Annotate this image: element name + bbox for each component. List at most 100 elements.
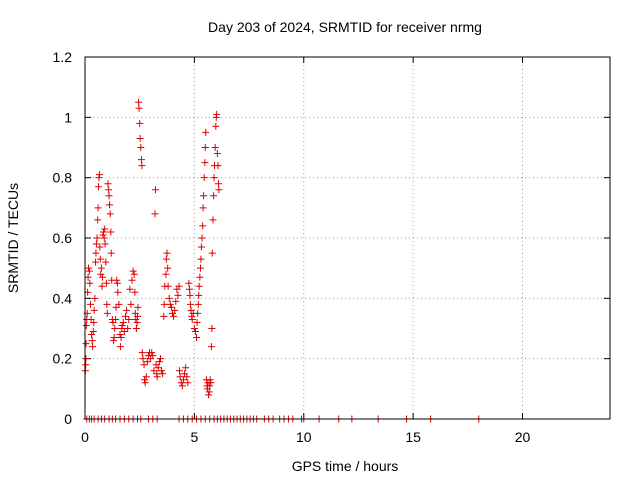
data-point bbox=[82, 361, 90, 369]
data-point bbox=[124, 325, 132, 332]
data-point bbox=[199, 204, 207, 212]
data-point bbox=[111, 325, 119, 332]
data-point bbox=[88, 331, 96, 339]
data-point bbox=[174, 291, 182, 299]
data-point bbox=[135, 104, 143, 112]
data-point bbox=[96, 243, 104, 251]
data-point bbox=[214, 162, 222, 170]
data-point bbox=[102, 279, 110, 287]
data-point bbox=[91, 294, 99, 302]
data-point bbox=[210, 192, 218, 200]
data-point bbox=[213, 110, 221, 118]
data-point bbox=[208, 249, 216, 257]
data-point bbox=[110, 334, 118, 342]
data-point bbox=[182, 364, 190, 372]
y-axis-label: SRMTID / TECUs bbox=[5, 183, 21, 293]
data-point bbox=[134, 312, 141, 320]
data-point bbox=[86, 300, 94, 308]
data-point bbox=[137, 144, 145, 151]
x-tick-label: 0 bbox=[81, 429, 89, 445]
data-point bbox=[176, 367, 183, 375]
data-point bbox=[107, 228, 115, 236]
y-tick-label: 1 bbox=[64, 109, 72, 125]
data-point bbox=[90, 306, 98, 314]
data-point bbox=[154, 364, 162, 372]
data-point bbox=[193, 334, 201, 342]
x-tick-label: 20 bbox=[515, 429, 531, 445]
data-point bbox=[208, 325, 216, 332]
data-point bbox=[185, 279, 193, 287]
data-points bbox=[81, 98, 483, 423]
data-point bbox=[131, 288, 139, 296]
data-point bbox=[186, 291, 194, 299]
data-point bbox=[139, 355, 147, 363]
data-point bbox=[100, 234, 108, 242]
data-point bbox=[105, 192, 113, 200]
data-point bbox=[215, 186, 223, 194]
data-point bbox=[98, 282, 106, 290]
data-point bbox=[119, 318, 127, 326]
data-point bbox=[148, 349, 156, 357]
x-tick-label: 15 bbox=[405, 429, 421, 445]
data-point bbox=[143, 358, 151, 366]
data-point bbox=[92, 249, 100, 257]
data-point bbox=[142, 373, 150, 381]
data-point bbox=[116, 343, 124, 351]
x-axis-label: GPS time / hours bbox=[292, 458, 399, 474]
data-point bbox=[191, 328, 199, 336]
data-point bbox=[95, 183, 103, 191]
axes: 0 5 10 15 20 0 0.2 0.4 0.6 0.8 1 1.2 bbox=[53, 49, 610, 445]
data-point bbox=[200, 192, 208, 200]
data-point bbox=[166, 300, 174, 308]
data-point bbox=[175, 282, 183, 290]
data-point bbox=[132, 315, 140, 323]
data-point bbox=[184, 379, 192, 387]
data-point bbox=[133, 318, 141, 326]
data-point bbox=[163, 249, 171, 257]
data-point bbox=[93, 234, 101, 242]
data-point bbox=[212, 122, 220, 130]
data-point bbox=[178, 382, 186, 390]
data-point bbox=[207, 343, 215, 351]
y-tick-label: 0.4 bbox=[53, 290, 73, 306]
data-point bbox=[158, 367, 166, 375]
data-point bbox=[121, 312, 129, 320]
data-point bbox=[95, 171, 103, 179]
plot-frame bbox=[84, 56, 611, 420]
data-point bbox=[153, 373, 161, 381]
data-point bbox=[206, 382, 214, 390]
data-point bbox=[106, 201, 113, 209]
data-point bbox=[101, 225, 109, 233]
data-point bbox=[96, 255, 104, 263]
data-point bbox=[128, 276, 136, 284]
data-point bbox=[85, 264, 92, 272]
data-point bbox=[160, 312, 168, 320]
data-point bbox=[195, 291, 203, 299]
data-point bbox=[164, 282, 172, 290]
data-point bbox=[94, 204, 102, 212]
data-point bbox=[171, 306, 179, 314]
x-tick-label: 10 bbox=[296, 429, 312, 445]
data-point bbox=[88, 337, 96, 345]
data-point bbox=[135, 98, 143, 106]
data-point bbox=[156, 355, 164, 363]
data-point bbox=[159, 370, 167, 378]
data-point bbox=[84, 273, 92, 281]
data-point bbox=[205, 388, 213, 396]
data-point bbox=[97, 270, 105, 278]
data-point bbox=[99, 273, 106, 281]
data-point bbox=[210, 174, 218, 182]
x-tick-label: 5 bbox=[190, 429, 198, 445]
data-point bbox=[107, 249, 115, 257]
y-tick-label: 0.2 bbox=[53, 351, 73, 367]
data-point bbox=[113, 279, 121, 287]
data-point bbox=[89, 328, 97, 336]
data-point bbox=[149, 352, 157, 360]
data-point bbox=[85, 267, 93, 275]
data-point bbox=[170, 312, 178, 320]
data-point bbox=[194, 300, 202, 308]
data-point bbox=[202, 128, 210, 136]
data-point bbox=[155, 358, 163, 366]
data-point bbox=[82, 340, 90, 348]
data-point bbox=[112, 315, 120, 323]
